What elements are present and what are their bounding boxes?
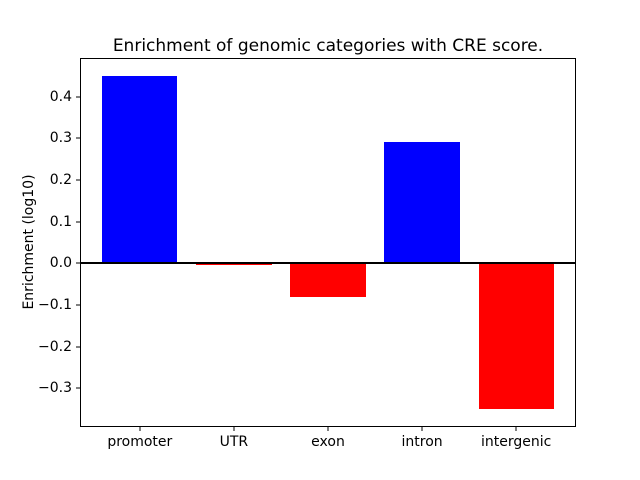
- bar-promoter: [102, 75, 178, 264]
- bar-exon: [290, 263, 366, 297]
- y-tick-mark: [76, 304, 81, 306]
- y-tick-mark: [76, 96, 81, 98]
- y-tick-mark: [76, 221, 81, 223]
- plot-area: 0.4 0.3 0.2 0.1 0.0 −0.1 −0.2 −0.3 promoter UTR ex…: [38, 58, 576, 449]
- x-tick-mark: [327, 426, 329, 431]
- chart-title: Enrichment of genomic categories with CR…: [112, 36, 544, 56]
- x-tick-label: intergenic: [481, 434, 552, 450]
- x-tick-mark: [421, 426, 423, 431]
- y-axis-label: Enrichment (log10): [21, 174, 37, 310]
- zero-line: [81, 262, 575, 265]
- x-tick-mark: [139, 426, 141, 431]
- y-tick-mark: [76, 262, 81, 264]
- y-tick-label: 0.0: [49, 255, 72, 272]
- x-tick-label: promoter: [107, 434, 173, 450]
- y-tick-mark: [76, 137, 81, 139]
- bar-intergenic: [478, 263, 554, 410]
- y-tick-mark: [76, 387, 81, 389]
- x-tick-label: exon: [311, 434, 345, 450]
- y-tick-label: −0.1: [38, 297, 72, 314]
- x-tick-label: UTR: [219, 434, 249, 450]
- bar-UTR: [196, 263, 272, 266]
- y-tick-label: 0.4: [49, 88, 72, 105]
- y-tick-label: 0.3: [49, 130, 72, 147]
- y-tick-mark: [76, 346, 81, 348]
- bar-intron: [384, 142, 460, 264]
- x-tick-label: intron: [401, 434, 443, 450]
- y-tick-label: 0.1: [49, 213, 72, 230]
- y-tick-label: −0.2: [38, 338, 72, 355]
- x-tick-mark: [233, 426, 235, 431]
- y-tick-label: −0.3: [38, 380, 72, 397]
- x-tick-mark: [515, 426, 517, 431]
- y-tick-label: 0.2: [49, 171, 72, 188]
- y-tick-mark: [76, 179, 81, 181]
